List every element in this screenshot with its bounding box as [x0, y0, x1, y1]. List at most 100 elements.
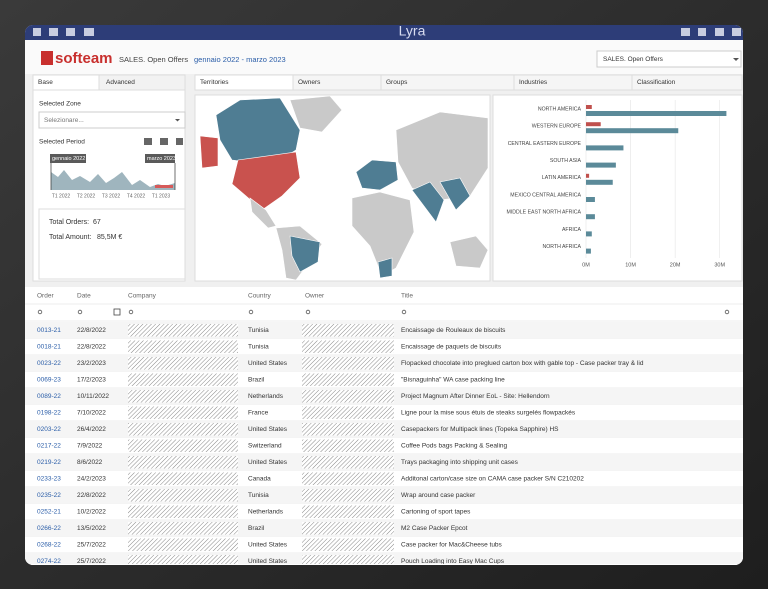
search-icon[interactable] [37, 309, 43, 315]
redacted-company [128, 555, 238, 564]
map-tab-label: Industries [519, 79, 548, 86]
zone-placeholder: Selezionare... [44, 117, 84, 124]
column-header[interactable]: Date [77, 293, 91, 300]
app-name: Lyra [399, 23, 426, 39]
period-tick: T1 2022 [52, 193, 71, 199]
search-icon[interactable] [724, 309, 730, 315]
redacted-company [128, 340, 238, 353]
cell: Brazil [248, 525, 265, 532]
column-header[interactable]: Owner [305, 293, 325, 300]
report-period: gennaio 2022 - marzo 2023 [194, 55, 286, 64]
tool-icon[interactable] [176, 138, 183, 145]
tool-icon[interactable] [144, 138, 152, 145]
date-picker[interactable] [113, 308, 121, 316]
user-icon[interactable] [732, 28, 741, 36]
mail-icon[interactable] [84, 28, 94, 36]
cell: 8/6/2022 [77, 459, 103, 466]
order-link[interactable]: 0089-22 [37, 393, 61, 400]
field-label: Selected Period [39, 139, 85, 146]
alaska [199, 135, 219, 169]
tool-icon[interactable] [160, 138, 168, 145]
redacted-owner [302, 439, 394, 452]
period-tools[interactable] [144, 138, 183, 145]
add-icon[interactable] [66, 28, 75, 36]
period-ticks: T1 2022 T2 2022 T3 2022 T4 2022 T1 2023 [52, 193, 171, 199]
order-link[interactable]: 0203-22 [37, 426, 61, 433]
cell: 22/8/2022 [77, 492, 106, 499]
africa [351, 191, 415, 277]
cell: 23/2/2023 [77, 360, 106, 367]
map-tabs: Territories Owners Groups Industries Classif… [194, 74, 743, 91]
redacted-owner [302, 538, 394, 551]
report-selector-text: SALES. Open Offers [603, 56, 664, 63]
cell: M2 Case Packer Epcot [401, 525, 468, 532]
report-selector[interactable] [596, 50, 742, 68]
east-asia [439, 177, 471, 211]
x-tick-label: 10M [625, 262, 636, 268]
bar [586, 105, 592, 109]
redacted-owner [302, 406, 394, 419]
total-amount: 85,5M € [97, 234, 122, 241]
top-icons[interactable] [33, 28, 741, 36]
bell-icon[interactable] [698, 28, 706, 36]
redacted-company [128, 423, 238, 436]
tab-advanced[interactable] [98, 74, 186, 91]
column-header[interactable]: Company [128, 293, 157, 300]
order-link[interactable]: 0233-23 [37, 475, 61, 482]
menu-icon[interactable] [33, 28, 41, 36]
search-icon[interactable] [401, 309, 407, 315]
logo: softeam [55, 50, 113, 67]
map-tab[interactable] [631, 74, 743, 91]
cell: Flopacked chocolate into preglued carton… [401, 360, 644, 367]
bar [586, 122, 601, 127]
order-link[interactable]: 0235-22 [37, 492, 61, 499]
order-link[interactable]: 0069-23 [37, 376, 61, 383]
column-header[interactable]: Country [248, 293, 272, 300]
grid-icon[interactable] [681, 28, 690, 36]
cell: 13/5/2022 [77, 525, 106, 532]
order-link[interactable]: 0266-22 [37, 525, 61, 532]
brazil [289, 235, 321, 273]
home-icon[interactable] [49, 28, 58, 36]
totals-label: Total Amount: [49, 234, 91, 241]
zone-select[interactable] [38, 111, 186, 129]
cell: Project Magnum After Dinner EoL - Site: … [401, 393, 550, 400]
redacted-owner [302, 324, 394, 337]
europe [355, 159, 399, 191]
cell: Switzerland [248, 442, 282, 449]
order-link[interactable]: 0023-22 [37, 360, 61, 367]
column-header[interactable]: Title [401, 293, 413, 300]
calendar-icon[interactable] [715, 28, 724, 36]
cell: 26/4/2022 [77, 426, 106, 433]
dropdown-arrow [175, 119, 180, 122]
search-icon[interactable] [305, 309, 311, 315]
column-header[interactable]: Order [37, 293, 54, 300]
search-icon[interactable] [128, 309, 134, 315]
region-chart: 0M 10M 20M 30M NORTH AMERICA WESTERN EUROPE CE… [507, 100, 727, 268]
period-end: marzo 2023 [147, 156, 176, 162]
order-link[interactable]: 0217-22 [37, 442, 61, 449]
cell: Canada [248, 475, 271, 482]
cell: United States [248, 459, 288, 466]
search-icon[interactable] [77, 309, 83, 315]
redacted-company [128, 505, 238, 518]
order-link[interactable]: 0198-22 [37, 409, 61, 416]
order-link[interactable]: 0252-21 [37, 508, 61, 515]
redacted-owner [302, 357, 394, 370]
order-link[interactable]: 0018-21 [37, 343, 61, 350]
bar [586, 128, 679, 134]
order-link[interactable]: 0268-22 [37, 541, 61, 548]
cell: Wrap around case packer [401, 492, 476, 499]
redacted-owner [302, 340, 394, 353]
cell: Netherlands [248, 393, 284, 400]
redacted-owner [302, 373, 394, 386]
order-link[interactable]: 0013-21 [37, 327, 61, 334]
x-tick-label: 20M [670, 262, 681, 268]
cell: 10/2/2022 [77, 508, 106, 515]
search-icon[interactable] [248, 309, 254, 315]
category-label: NORTH AMERICA [538, 106, 582, 112]
category-label: CENTRAL EASTERN EUROPE [508, 141, 582, 147]
order-link[interactable]: 0219-22 [37, 459, 61, 466]
order-link[interactable]: 0274-22 [37, 558, 61, 565]
cell: United States [248, 360, 288, 367]
